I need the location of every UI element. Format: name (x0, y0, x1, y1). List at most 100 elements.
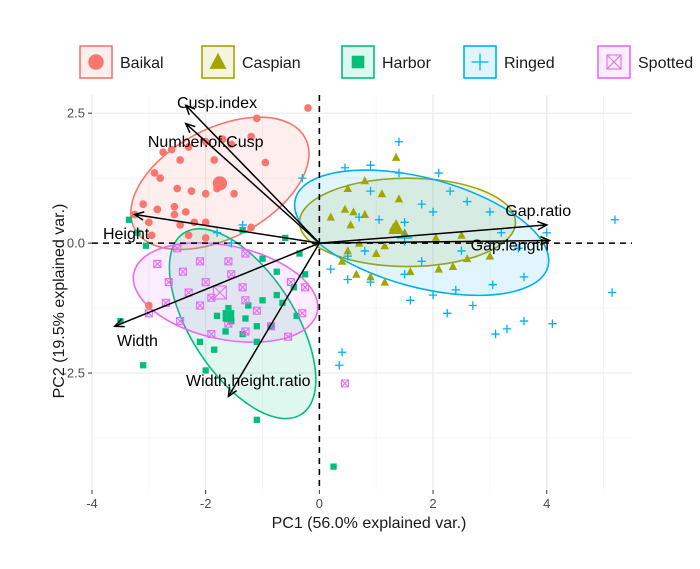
loading-label: Gap.length (471, 238, 549, 255)
point-caspian (462, 254, 472, 263)
point-baikal (227, 140, 236, 149)
ellipse-ringed (293, 169, 550, 297)
loading-arrowhead (184, 122, 196, 134)
point-ringed (445, 186, 455, 196)
point-harbor (140, 362, 147, 369)
centroid-caspian (388, 218, 404, 234)
point-harbor (125, 216, 133, 223)
point-spotted (241, 296, 250, 305)
legend-marker-baikal (88, 54, 104, 70)
point-caspian (346, 220, 355, 229)
y-axis-title: PC2 (19.5% explained var.) (51, 204, 68, 399)
point-caspian (394, 194, 404, 203)
legend-item-spotted: Spotted (597, 45, 693, 79)
point-baikal (144, 301, 153, 310)
point-spotted (227, 270, 236, 279)
point-caspian (377, 189, 387, 198)
point-ringed (335, 361, 344, 370)
loading-arrow (319, 239, 550, 244)
axes: -4 -2 0 2 4 2.5 0.0 -2.5 (63, 106, 551, 511)
point-ringed (366, 160, 375, 170)
loading-arrow (319, 224, 547, 244)
loading-label: Width.height.ratio (186, 373, 311, 390)
point-baikal (159, 148, 167, 157)
x-axis-title: PC1 (56.0% explained var.) (272, 515, 467, 532)
loading-label: Height (103, 226, 150, 243)
point-harbor (296, 250, 303, 257)
point-harbor (259, 255, 266, 262)
point-ringed (488, 280, 497, 289)
point-ringed (394, 168, 404, 178)
point-spotted (195, 257, 205, 266)
point-harbor (242, 315, 249, 322)
loading-arrow (185, 104, 320, 244)
point-ringed (374, 215, 384, 224)
point-caspian (343, 246, 353, 255)
point-ringed (462, 197, 472, 206)
point-harbor (134, 229, 141, 236)
legend-label: Spotted (638, 55, 693, 72)
point-ringed (457, 246, 466, 256)
point-baikal (261, 158, 270, 167)
point-baikal (176, 156, 184, 164)
point-baikal (230, 189, 238, 198)
point-ringed (451, 285, 460, 295)
point-harbor (279, 299, 286, 307)
point-harbor (293, 312, 300, 320)
point-ringed (212, 228, 222, 237)
point-spotted (286, 278, 295, 287)
point-ringed (227, 238, 236, 248)
y-tick-label: 0.0 (67, 236, 85, 251)
point-ringed (548, 319, 557, 328)
point-harbor (211, 346, 218, 353)
point-caspian (431, 233, 441, 242)
point-ringed (428, 290, 438, 300)
point-harbor (222, 328, 229, 335)
point-caspian (343, 183, 353, 193)
point-ringed (434, 168, 443, 178)
point-caspian (366, 272, 375, 281)
point-ringed (468, 301, 478, 310)
point-spotted (224, 257, 233, 266)
legend-key (597, 45, 631, 79)
point-baikal (167, 145, 176, 154)
legend-marker-ringed (471, 53, 489, 71)
loading-arrow (227, 242, 321, 397)
legend-item-harbor: Harbor (341, 45, 432, 79)
point-caspian (406, 267, 415, 276)
point-harbor (273, 291, 280, 299)
point-baikal (170, 210, 179, 219)
point-ringed (366, 277, 375, 287)
point-baikal (201, 234, 210, 242)
point-ringed (360, 246, 370, 256)
point-baikal (247, 132, 256, 141)
point-harbor (273, 268, 280, 275)
point-spotted (284, 332, 293, 341)
point-harbor (225, 304, 232, 312)
x-tick-label: -4 (86, 496, 98, 511)
legend: Baikal Caspian Harbor Ringed Spotted (79, 45, 693, 79)
point-ringed (491, 329, 500, 339)
point-caspian (340, 204, 350, 213)
point-ringed (519, 316, 529, 326)
point-ringed (443, 309, 452, 318)
legend-item-caspian: Caspian (201, 45, 301, 79)
point-spotted (238, 283, 247, 292)
point-baikal (184, 143, 193, 151)
point-caspian (434, 264, 443, 273)
point-ringed (485, 207, 495, 217)
y-tick-label: -2.5 (63, 366, 85, 381)
point-ringed (337, 348, 347, 357)
point-ringed (326, 264, 335, 274)
point-spotted (195, 301, 205, 310)
centroid-baikal (212, 176, 228, 191)
centroid-harbor (222, 310, 235, 322)
point-ringed (417, 199, 426, 209)
point-ringed (343, 251, 352, 261)
point-ringed (400, 218, 409, 227)
point-ringed (610, 215, 620, 224)
point-baikal (252, 114, 261, 123)
point-baikal (144, 218, 153, 227)
y-tick-label: 2.5 (67, 106, 85, 121)
point-spotted (241, 327, 250, 336)
